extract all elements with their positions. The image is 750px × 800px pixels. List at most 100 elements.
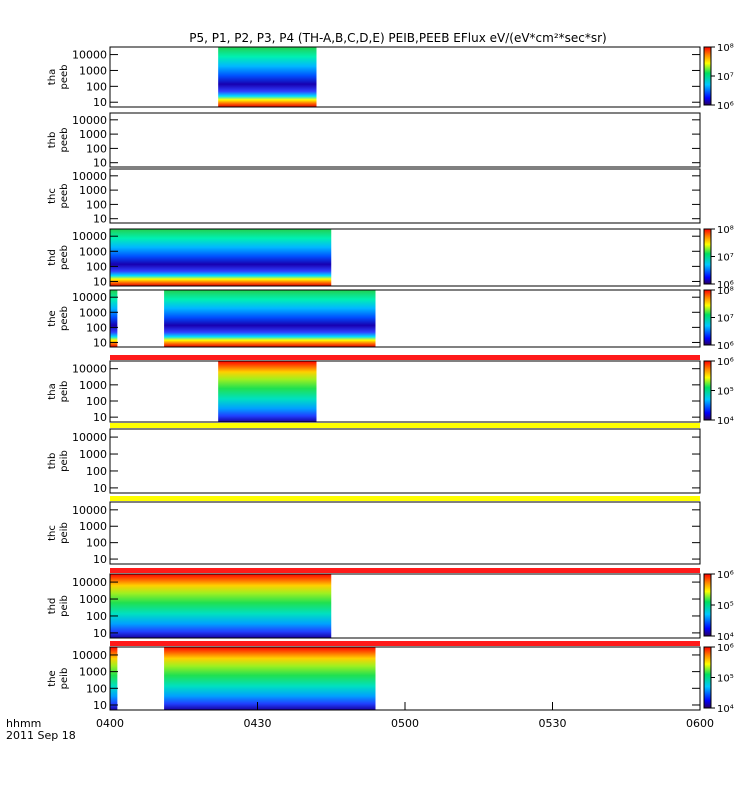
spectrogram-segment	[164, 647, 376, 710]
panel-frame	[109, 428, 701, 494]
y-tick-label: 10	[93, 275, 107, 288]
y-tick-label: 1000	[79, 64, 107, 77]
panel-label-product: peeb	[59, 65, 70, 90]
panel-frame	[109, 112, 701, 168]
spectrogram-segment	[218, 361, 317, 422]
panel-label-product: peeb	[59, 184, 70, 209]
colorbar	[703, 228, 712, 285]
flag-bar	[110, 568, 700, 573]
panel-4: thd peeb 10 100 1000 10000 10⁶ 10⁷ 10⁸	[47, 225, 734, 291]
y-tick-label: 10000	[72, 230, 107, 243]
y-tick-label: 100	[86, 321, 107, 334]
spectrogram-segment	[110, 229, 332, 286]
flag-bar	[110, 355, 700, 360]
panel-label-probe: thd	[47, 598, 58, 615]
y-tick-label: 10	[93, 553, 107, 566]
panel-frame	[109, 46, 701, 108]
colorbar-tick-label: 10⁷	[717, 314, 734, 325]
y-tick-label: 10000	[72, 114, 107, 127]
panel-label-probe: the	[47, 670, 58, 686]
y-tick-label: 10000	[72, 576, 107, 589]
y-tick-label: 10	[93, 482, 107, 495]
panel-label-product: peeb	[59, 306, 70, 331]
y-tick-label: 10000	[72, 363, 107, 376]
spectrogram-segment	[110, 574, 332, 638]
panel-label-product: peib	[59, 522, 70, 544]
y-tick-label: 10000	[72, 49, 107, 62]
colorbar-tick-label: 10⁸	[717, 286, 734, 297]
panel-1: tha peeb 10 100 1000 10000 10⁶ 10⁷ 10⁸	[47, 43, 734, 112]
y-tick-label: 100	[86, 198, 107, 211]
spectrogram-segment	[218, 47, 317, 107]
colorbar-tick-label: 10⁵	[717, 601, 734, 612]
y-tick-label: 100	[86, 465, 107, 478]
panel-label-probe: thc	[47, 525, 58, 541]
colorbar-tick-label: 10⁴	[717, 704, 734, 715]
panel-frame	[109, 360, 701, 423]
y-tick-label: 1000	[79, 128, 107, 141]
colorbar-tick-label: 10⁴	[717, 416, 734, 427]
y-tick-label: 10000	[72, 170, 107, 183]
colorbar-tick-label: 10⁴	[717, 632, 734, 643]
y-tick-label: 1000	[79, 379, 107, 392]
spectrogram-segment	[110, 647, 118, 710]
colorbar-tick-label: 10⁶	[717, 280, 734, 291]
flag-bar	[110, 496, 700, 501]
y-tick-label: 10000	[72, 649, 107, 662]
chart-title: P5, P1, P2, P3, P4 (TH-A,B,C,D,E) PEIB,P…	[189, 31, 606, 45]
colorbar	[703, 289, 712, 346]
panel-label-probe: thc	[47, 188, 58, 204]
panel-label-product: peeb	[59, 245, 70, 270]
y-tick-label: 100	[86, 80, 107, 93]
panel-frame	[109, 168, 701, 224]
y-tick-label: 100	[86, 395, 107, 408]
panel-7: thb peib 10 100 1000 10000	[47, 423, 701, 495]
colorbar	[703, 573, 712, 637]
colorbar-tick-label: 10⁵	[717, 674, 734, 685]
y-tick-label: 10000	[72, 431, 107, 444]
panel-frame	[109, 573, 701, 639]
y-tick-label: 1000	[79, 184, 107, 197]
y-tick-label: 1000	[79, 448, 107, 461]
panel-label-probe: thd	[47, 249, 58, 266]
panel-frame	[109, 289, 701, 348]
panel-label-probe: tha	[47, 383, 58, 399]
panel-label-product: peib	[59, 381, 70, 403]
colorbar-tick-label: 10⁷	[717, 253, 734, 264]
y-tick-label: 100	[86, 610, 107, 623]
panel-label-probe: thb	[47, 453, 58, 470]
x-tick-label: 0430	[244, 717, 272, 730]
x-axis: 0400 0430 0500 0530 0600	[96, 702, 714, 730]
panel-frame	[109, 228, 701, 287]
x-tick-label: 0400	[96, 717, 124, 730]
panel-label-product: peeb	[59, 128, 70, 153]
y-tick-label: 10	[93, 336, 107, 349]
y-tick-label: 100	[86, 682, 107, 695]
panel-frame	[109, 501, 701, 565]
y-tick-label: 100	[86, 260, 107, 273]
x-axis-label: hhmm	[6, 717, 41, 730]
colorbar-tick-label: 10⁵	[717, 387, 734, 398]
y-tick-label: 10	[93, 411, 107, 424]
y-tick-label: 1000	[79, 593, 107, 606]
colorbar-tick-label: 10⁶	[717, 101, 734, 112]
colorbar	[703, 360, 712, 421]
colorbar	[703, 46, 712, 106]
colorbar-tick-label: 10⁶	[717, 570, 734, 581]
y-tick-label: 100	[86, 142, 107, 155]
colorbar-tick-label: 10⁸	[717, 43, 734, 54]
panel-6: tha peib 10 100 1000 10000 10⁴ 10⁵ 10⁶	[47, 355, 734, 427]
y-tick-label: 10000	[72, 504, 107, 517]
y-tick-label: 10	[93, 213, 107, 226]
panel-9: thd peib 10 100 1000 10000 10⁴ 10⁵ 10⁶	[47, 568, 734, 643]
x-tick-label: 0600	[686, 717, 714, 730]
y-tick-label: 10	[93, 96, 107, 109]
y-tick-label: 10000	[72, 291, 107, 304]
spectrogram-segment	[164, 290, 376, 347]
y-tick-label: 10	[93, 627, 107, 640]
y-tick-label: 1000	[79, 666, 107, 679]
x-tick-label: 0500	[391, 717, 419, 730]
spectrogram-segment	[110, 290, 118, 347]
